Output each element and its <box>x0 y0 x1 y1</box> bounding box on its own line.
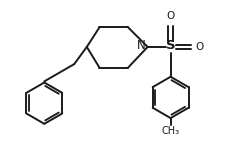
Text: O: O <box>196 42 204 52</box>
Text: CH₃: CH₃ <box>161 126 180 136</box>
Text: S: S <box>166 39 175 52</box>
Text: N: N <box>136 39 145 52</box>
Text: O: O <box>167 11 175 20</box>
